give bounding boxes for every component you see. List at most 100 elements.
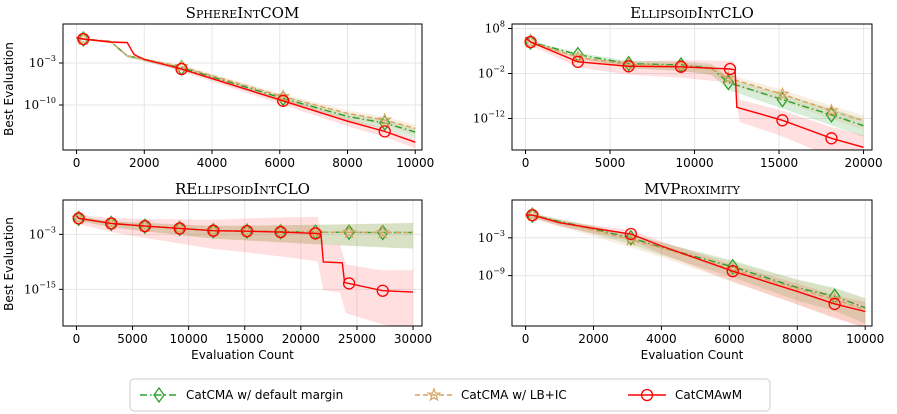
- series-line-catcmawm: [525, 36, 864, 148]
- legend-diamond-marker: [153, 386, 165, 404]
- x-tick-label: 8000: [332, 156, 363, 170]
- subplot-3: 0 5000 10000 15000 20000 25000 30000 10−3 10−15 R…: [24, 180, 432, 362]
- x-tick-label: 0: [522, 156, 530, 170]
- star-marker: [172, 220, 187, 235]
- series-line-catcmawm: [525, 214, 866, 313]
- legend-label-catcmawm: CatCMAwM: [675, 388, 742, 402]
- y-tick-label: 10−9: [478, 267, 505, 283]
- star-marker: [570, 49, 586, 64]
- x-tick-label: 4000: [197, 156, 228, 170]
- x-tick-label: 10000: [396, 156, 434, 170]
- circle-marker: [309, 227, 322, 240]
- star-marker: [206, 223, 221, 237]
- panels: 0 2000 4000 6000 8000 10000 10−3 10−10 SPHEREINT…: [24, 4, 884, 362]
- series-line-catcmawm: [75, 215, 414, 293]
- star-marker: [137, 218, 153, 233]
- circle-marker: [77, 32, 90, 46]
- circle-marker: [828, 297, 841, 311]
- circle-marker: [674, 60, 688, 73]
- y-tick-label: 108: [485, 20, 505, 36]
- subplot-title: MVPROXIMITY: [644, 180, 741, 198]
- circle-marker: [342, 277, 356, 290]
- star-marker: [71, 210, 86, 225]
- band-catcmawm: [525, 213, 866, 326]
- x-tick-label: 15000: [226, 332, 264, 346]
- star-marker: [239, 223, 255, 238]
- circle-marker: [624, 227, 638, 241]
- star-marker: [76, 31, 91, 46]
- legend: CatCMA w/ default margin CatCMA w/ LB+IC…: [129, 378, 771, 412]
- x-tick-label: 20000: [844, 156, 882, 170]
- y-tick-label: 10−3: [29, 54, 56, 70]
- x-tick-label: 2000: [129, 156, 160, 170]
- x-tick-label: 0: [73, 156, 81, 170]
- circle-marker: [105, 217, 118, 230]
- legend-circle-marker: [640, 388, 654, 402]
- plot-area: [71, 210, 414, 326]
- x-tick-label: 15000: [760, 156, 798, 170]
- circle-marker: [526, 208, 539, 222]
- legend-entry-default-margin: CatCMA w/ default margin: [140, 386, 343, 404]
- axes-frame: [62, 23, 423, 151]
- subplot-title: SPHEREINTCOM: [186, 4, 300, 22]
- y-tick-label: 10−3: [29, 225, 56, 241]
- circle-marker: [524, 35, 537, 49]
- y-tick-label: 10−3: [478, 229, 505, 245]
- circle-marker: [622, 60, 635, 73]
- star-marker: [721, 70, 736, 85]
- band-lbic: [525, 213, 866, 326]
- ylabel-top: Best Evaluation: [2, 42, 16, 136]
- x-tick-label: 10000: [170, 332, 208, 346]
- axes-frame: [62, 199, 423, 327]
- circle-marker: [274, 225, 287, 239]
- series-line-catcmawm: [76, 37, 416, 143]
- subplot-1: 0 2000 4000 6000 8000 10000 10−3 10−10 SPHEREINT…: [24, 4, 434, 170]
- subplot-4: 0 2000 4000 6000 8000 10000 10−3 10−9 MVPROXIMIT…: [478, 180, 884, 362]
- x-tick-label: 5000: [117, 332, 148, 346]
- circle-marker: [723, 62, 737, 76]
- subplot-title: RELLIPSOIDINTCLO: [175, 180, 310, 198]
- series-line-default-margin: [525, 36, 864, 127]
- star-marker: [103, 215, 119, 230]
- x-tick-label: 5000: [595, 156, 626, 170]
- x-axis-label: Evaluation Count: [191, 348, 294, 362]
- star-marker: [827, 291, 842, 306]
- x-tick-label: 8000: [782, 332, 813, 346]
- x-tick-label: 6000: [264, 156, 295, 170]
- plot-area: [523, 33, 864, 150]
- axes-frame: [511, 199, 873, 327]
- y-tick-label: 10−12: [473, 110, 505, 126]
- series-line-lbic: [525, 36, 864, 122]
- subplot-title: ELLIPSOIDINTCLO: [630, 4, 754, 22]
- x-tick-label: 0: [522, 332, 530, 346]
- x-tick-label: 10000: [846, 332, 884, 346]
- circle-marker: [173, 222, 186, 235]
- band-catcmawm: [76, 37, 416, 149]
- circle-marker: [72, 212, 85, 225]
- circle-marker: [240, 225, 254, 238]
- band-default-margin: [525, 213, 866, 324]
- star-marker: [375, 224, 390, 239]
- plot-area: [525, 207, 866, 326]
- circle-marker: [825, 132, 838, 145]
- star-marker: [341, 224, 357, 239]
- legend-star-marker: [426, 387, 442, 402]
- x-tick-label: 6000: [714, 332, 745, 346]
- circle-marker: [175, 62, 188, 76]
- circle-marker: [138, 219, 152, 233]
- circle-marker: [376, 284, 389, 297]
- circle-marker: [726, 265, 739, 278]
- circle-marker: [276, 94, 290, 107]
- star-marker: [824, 103, 839, 118]
- x-tick-label: 2000: [578, 332, 609, 346]
- legend-label-default-margin: CatCMA w/ default margin: [186, 388, 343, 402]
- legend-entry-catcmawm: CatCMAwM: [628, 388, 742, 402]
- x-axis-label: Evaluation Count: [641, 348, 744, 362]
- y-tick-label: 10−10: [24, 96, 56, 112]
- x-tick-label: 30000: [394, 332, 432, 346]
- subplot-2: 0 5000 10000 15000 20000 108 10−2 10−12 ELLIPSOI…: [473, 4, 883, 170]
- circle-marker: [571, 55, 585, 68]
- star-marker: [775, 86, 790, 101]
